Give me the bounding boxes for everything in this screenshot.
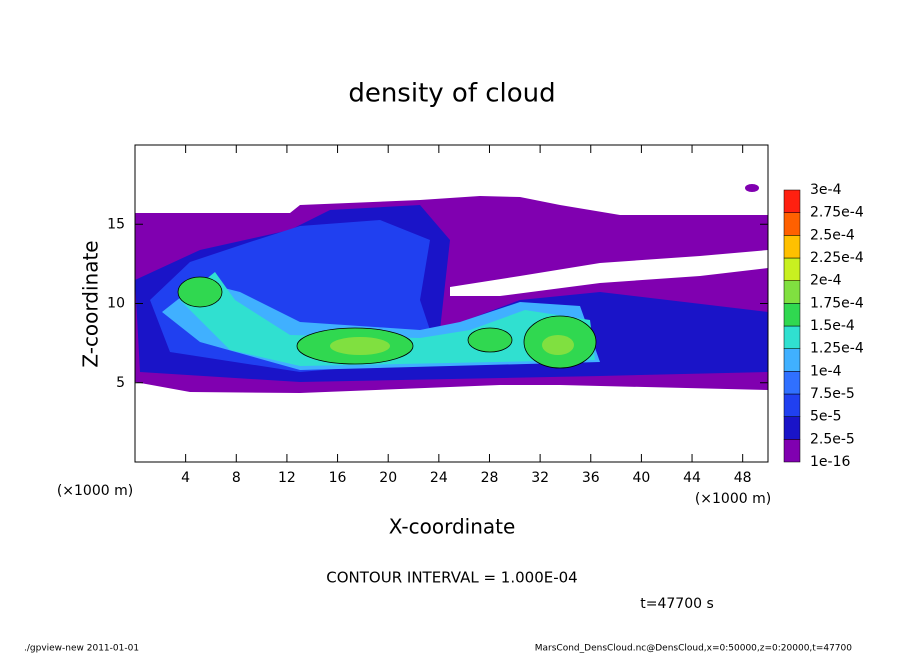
colorbar-label: 1.25e-4 [810, 341, 864, 357]
colorbar-segment [783, 371, 801, 395]
time-label: t=47700 s [640, 596, 714, 612]
x-tick-label: 12 [278, 470, 296, 486]
x-tick-label: 40 [632, 470, 650, 486]
y-unit: (×1000 m) [57, 483, 133, 499]
colorbar-segment [783, 439, 801, 463]
colorbar-segment [783, 212, 801, 236]
colorbar-segment [783, 393, 801, 417]
x-tick-label: 48 [734, 470, 752, 486]
colorbar-label: 3e-4 [810, 182, 842, 198]
x-tick-label: 20 [379, 470, 397, 486]
colorbar-label: 2.5e-4 [810, 227, 855, 243]
x-tick-label: 28 [481, 470, 499, 486]
colorbar-segment [783, 257, 801, 281]
y-axis-title: Z-coordinate [79, 240, 103, 367]
x-tick-label: 44 [683, 470, 701, 486]
colorbar-label: 1.5e-4 [810, 318, 855, 334]
colorbar-label: 2.25e-4 [810, 250, 864, 266]
colorbar-label: 2.5e-5 [810, 431, 855, 447]
x-tick-label: 4 [181, 470, 190, 486]
colorbar-label: 1e-4 [810, 363, 842, 379]
colorbar-label: 7.5e-5 [810, 386, 855, 402]
contour-interval: CONTOUR INTERVAL = 1.000E-04 [326, 569, 577, 587]
colorbar-label: 1.75e-4 [810, 295, 864, 311]
colorbar-segment [783, 189, 801, 213]
x-axis-title: X-coordinate [389, 515, 516, 539]
colorbar-segment [783, 280, 801, 304]
colorbar-label: 2e-4 [810, 273, 842, 289]
colorbar-segment [783, 235, 801, 259]
x-tick-label: 32 [531, 470, 549, 486]
x-tick-label: 8 [232, 470, 241, 486]
y-tick-label: 10 [107, 296, 125, 312]
colorbar-segment [783, 416, 801, 440]
colorbar-label: 1e-16 [810, 454, 850, 470]
footer-left: ./gpview-new 2011-01-01 [24, 644, 139, 654]
colorbar-label: 5e-5 [810, 409, 841, 425]
x-unit: (×1000 m) [695, 491, 771, 507]
chart-title: density of cloud [348, 79, 555, 109]
y-tick-label: 15 [107, 216, 125, 232]
x-tick-label: 36 [582, 470, 600, 486]
colorbar-segment [783, 325, 801, 349]
y-tick-label: 5 [116, 375, 125, 391]
colorbar-label: 2.75e-4 [810, 205, 864, 221]
colorbar-segment [783, 303, 801, 327]
cloud-field [135, 184, 768, 393]
x-tick-label: 16 [329, 470, 347, 486]
footer-right: MarsCond_DensCloud.nc@DensCloud,x=0:5000… [535, 644, 852, 654]
x-tick-label: 24 [430, 470, 448, 486]
colorbar-segment [783, 348, 801, 372]
